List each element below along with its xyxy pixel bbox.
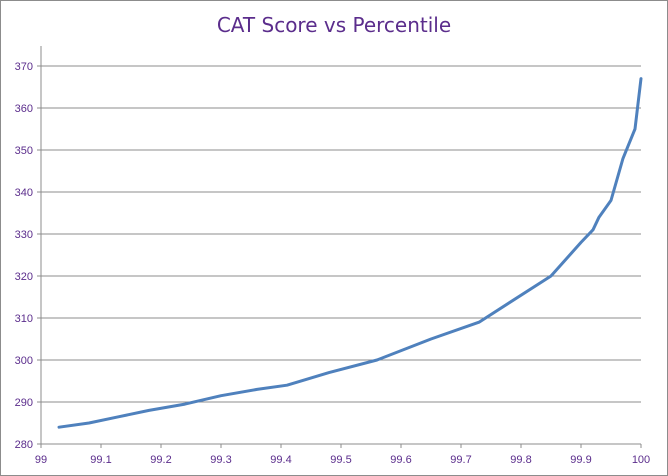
y-tick-label: 360 — [15, 103, 33, 115]
y-tick-label: 300 — [15, 355, 33, 367]
x-tick-label: 100 — [632, 454, 650, 466]
y-tick-label: 350 — [15, 145, 33, 157]
x-tick-label: 99 — [35, 454, 47, 466]
x-tick-label: 99.6 — [390, 454, 411, 466]
x-tick-label: 99.2 — [150, 454, 171, 466]
x-tick-label: 99.7 — [450, 454, 471, 466]
y-tick-label: 340 — [15, 187, 33, 199]
y-tick-label: 290 — [15, 397, 33, 409]
y-tick-label: 280 — [15, 439, 33, 451]
y-tick-label: 370 — [15, 61, 33, 73]
y-tick-label: 310 — [15, 313, 33, 325]
y-tick-label: 320 — [15, 271, 33, 283]
series-line — [57, 77, 643, 429]
x-tick-label: 99.5 — [330, 454, 351, 466]
x-tick-label: 99.9 — [570, 454, 591, 466]
x-tick-label: 99.1 — [90, 454, 111, 466]
x-tick-label: 99.8 — [510, 454, 531, 466]
x-tick-label: 99.4 — [270, 454, 291, 466]
x-tick-label: 99.3 — [210, 454, 231, 466]
chart-title: CAT Score vs Percentile — [216, 13, 452, 37]
y-tick-label: 330 — [15, 229, 33, 241]
